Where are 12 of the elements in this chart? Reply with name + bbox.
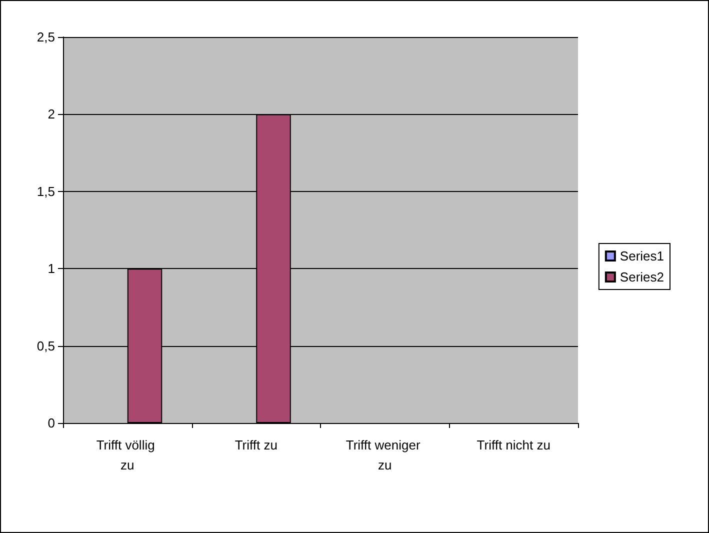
legend-label: Series1	[620, 248, 664, 264]
y-tick-label: 2	[48, 106, 55, 122]
y-tick-label: 2,5	[36, 30, 55, 44]
x-tick-label: Trifft nicht zu	[476, 438, 550, 452]
x-tick-label: Trifft weniger zu	[346, 438, 424, 472]
x-tick-label: Trifft völlig zu	[96, 438, 158, 472]
y-tick-label: 0	[48, 416, 55, 430]
y-tick-label: 1,5	[36, 184, 55, 199]
x-tick-label: Trifft zu	[234, 438, 278, 452]
y-tick-label: 0,5	[36, 338, 55, 354]
y-tick-label: 1	[48, 261, 55, 276]
legend-label: Series2	[620, 270, 664, 284]
